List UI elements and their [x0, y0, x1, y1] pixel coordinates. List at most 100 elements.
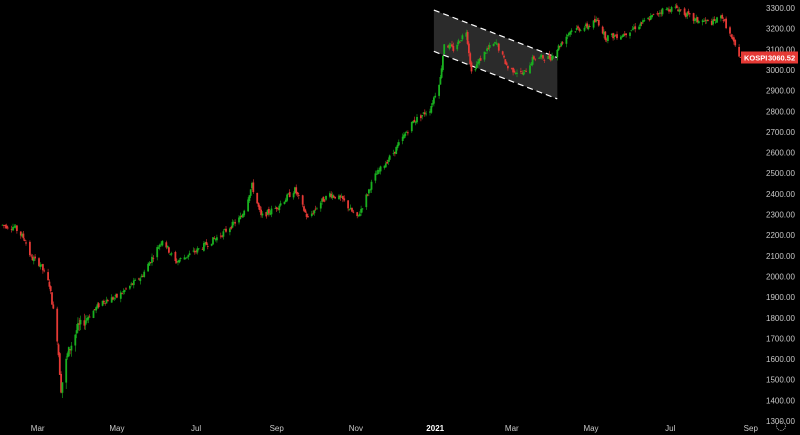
y-tick-label: 3300.00	[766, 4, 795, 13]
candle-body	[112, 297, 114, 300]
candle-body	[401, 136, 404, 141]
candle-body	[669, 10, 672, 12]
candle-body	[565, 36, 568, 44]
candle-body	[703, 21, 705, 22]
candle-body	[165, 242, 168, 248]
time-axis[interactable]: Mar May Jul Sep Nov 2021 Mar May Jul Sep	[31, 424, 759, 433]
candle-body	[123, 290, 126, 292]
candle-body	[274, 208, 277, 209]
channel-annotation[interactable]	[433, 9, 558, 100]
candle-body	[568, 33, 570, 36]
candle-body	[365, 194, 368, 208]
candle-body	[178, 260, 181, 263]
candle-body	[460, 40, 462, 42]
candle-body	[648, 19, 651, 21]
candle-body	[170, 253, 173, 255]
candle-body	[270, 208, 273, 215]
x-tick-label: Sep	[270, 424, 285, 433]
y-tick-label: 2300.00	[766, 211, 795, 220]
candle-body	[177, 261, 179, 263]
y-tick-label: 3200.00	[766, 25, 795, 34]
candle-body	[10, 229, 13, 230]
candle-body	[621, 36, 624, 37]
candle-body	[361, 208, 364, 210]
candle-body	[356, 212, 359, 217]
candle-body	[86, 318, 88, 321]
candle-body	[674, 6, 677, 8]
candle-body	[631, 28, 634, 30]
candle-body	[243, 210, 246, 216]
candle-body	[403, 134, 405, 139]
candle-body	[48, 281, 51, 287]
settings-icon[interactable]	[776, 421, 786, 431]
candle-body	[65, 358, 68, 383]
candle-body	[157, 247, 160, 249]
candle-body	[368, 189, 370, 194]
candle-body	[522, 72, 525, 76]
candle-body	[547, 55, 550, 59]
candle-body	[131, 283, 134, 285]
candle-body	[552, 56, 555, 58]
candle-body	[551, 55, 553, 60]
y-tick-label: 1400.00	[766, 396, 795, 405]
candle-body	[61, 382, 64, 393]
channel-upper-line	[433, 9, 558, 59]
candle-body	[723, 19, 726, 21]
candle-body	[297, 195, 300, 196]
candle-body	[614, 35, 617, 37]
candle-body	[16, 225, 18, 231]
candle-body	[332, 195, 335, 198]
candle-body	[514, 72, 517, 74]
candle-body	[516, 72, 518, 74]
candle-body	[342, 195, 344, 199]
candle-body	[286, 194, 288, 201]
candle-body	[484, 52, 487, 54]
candle-body	[629, 32, 631, 36]
candle-body	[287, 193, 290, 195]
candle-body	[495, 42, 498, 44]
candle-body	[451, 44, 453, 47]
candle-body	[647, 17, 650, 20]
last-price-badge-bg	[741, 51, 798, 64]
candle-body	[201, 248, 204, 250]
candle-body	[713, 19, 716, 21]
candle-body	[574, 31, 577, 33]
candle-body	[530, 63, 533, 66]
candle-body	[67, 347, 70, 357]
candle-body	[392, 153, 395, 154]
candle-body	[79, 319, 82, 325]
candle-body	[534, 58, 537, 60]
candle-body	[685, 13, 687, 17]
candle-body	[377, 169, 379, 175]
candle-body	[113, 297, 116, 299]
candle-body	[139, 278, 142, 282]
candle-body	[729, 27, 731, 34]
candle-body	[60, 374, 62, 393]
price-axis[interactable]: 1300.001400.001500.001600.001700.001800.…	[766, 4, 795, 426]
candle-body	[212, 237, 214, 245]
candle-body	[452, 46, 455, 51]
candle-body	[605, 39, 608, 41]
candle-body	[634, 26, 637, 30]
candle-body	[305, 213, 308, 217]
candle-body	[477, 61, 479, 65]
candle-body	[30, 255, 33, 257]
candle-body	[340, 196, 343, 198]
candle-body	[358, 213, 361, 217]
x-tick-label: May	[109, 424, 124, 433]
candle-body	[416, 117, 418, 123]
candle-body	[448, 44, 451, 49]
candle-body	[492, 44, 495, 47]
candle-body	[569, 31, 572, 35]
y-tick-label: 3100.00	[766, 45, 795, 54]
candle-body	[121, 293, 123, 295]
candle-body	[239, 216, 242, 220]
candle-body	[158, 244, 161, 247]
y-tick-label: 2900.00	[766, 87, 795, 96]
candle-body	[520, 71, 522, 72]
candle-body	[677, 9, 679, 12]
candle-body	[721, 15, 724, 19]
candle-body	[642, 20, 644, 23]
candle-body	[3, 225, 5, 226]
